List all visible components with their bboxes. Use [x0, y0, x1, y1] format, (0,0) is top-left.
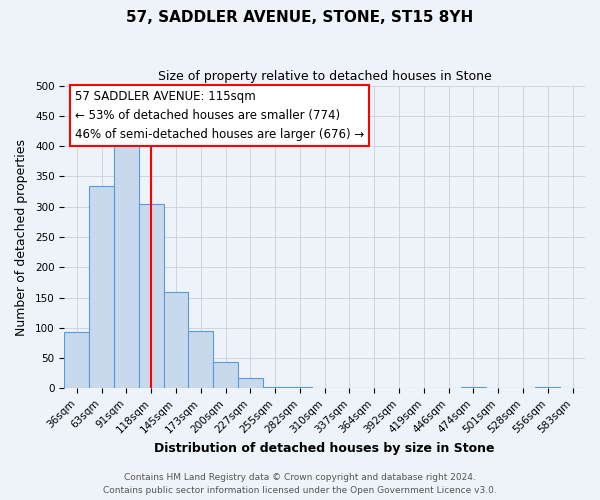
Bar	[263, 386, 287, 388]
Bar	[164, 292, 188, 388]
Text: 57, SADDLER AVENUE, STONE, ST15 8YH: 57, SADDLER AVENUE, STONE, ST15 8YH	[127, 10, 473, 25]
Bar	[188, 331, 213, 388]
Text: Contains HM Land Registry data © Crown copyright and database right 2024.
Contai: Contains HM Land Registry data © Crown c…	[103, 474, 497, 495]
Text: 57 SADDLER AVENUE: 115sqm
← 53% of detached houses are smaller (774)
46% of semi: 57 SADDLER AVENUE: 115sqm ← 53% of detac…	[75, 90, 364, 141]
Bar	[238, 378, 263, 388]
Title: Size of property relative to detached houses in Stone: Size of property relative to detached ho…	[158, 70, 491, 83]
Bar	[89, 186, 114, 388]
Bar	[139, 204, 164, 388]
Bar	[64, 332, 89, 388]
Y-axis label: Number of detached properties: Number of detached properties	[15, 138, 28, 336]
Bar	[287, 386, 313, 388]
Bar	[213, 362, 238, 388]
Bar	[114, 142, 139, 388]
X-axis label: Distribution of detached houses by size in Stone: Distribution of detached houses by size …	[154, 442, 495, 455]
